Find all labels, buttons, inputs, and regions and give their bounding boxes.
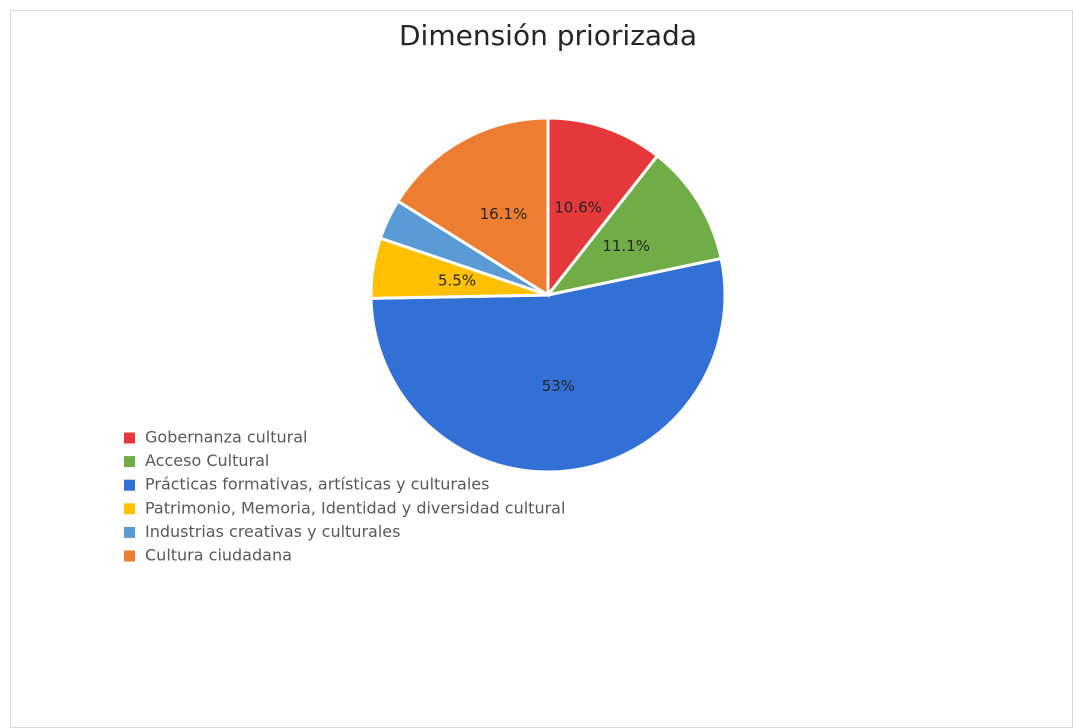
legend-swatch	[124, 503, 135, 515]
chart-title: Dimensión priorizada	[399, 19, 697, 52]
legend-label: Acceso Cultural	[145, 451, 269, 470]
legend-label: Cultura ciudadana	[145, 546, 292, 565]
legend-swatch	[124, 456, 135, 468]
data-label: 5.5%	[438, 271, 476, 289]
legend-label: Patrimonio, Memoria, Identidad y diversi…	[145, 498, 565, 517]
legend-swatch	[124, 479, 135, 491]
legend-label: Gobernanza cultural	[145, 428, 307, 447]
data-label: 16.1%	[480, 205, 528, 223]
legend-swatch	[124, 432, 135, 444]
legend-label: Industrias creativas y culturales	[145, 522, 400, 541]
pie-slice	[369, 256, 727, 474]
pie-slice	[544, 153, 723, 298]
pie-slice	[546, 116, 660, 300]
data-label: 11.1%	[602, 237, 650, 255]
data-label: 53%	[542, 377, 575, 395]
data-label: 10.6%	[554, 199, 602, 217]
legend-swatch	[124, 550, 135, 562]
legend-swatch	[124, 526, 135, 538]
legend-label: Prácticas formativas, artísticas y cultu…	[145, 475, 489, 494]
pie-slice	[395, 116, 550, 298]
